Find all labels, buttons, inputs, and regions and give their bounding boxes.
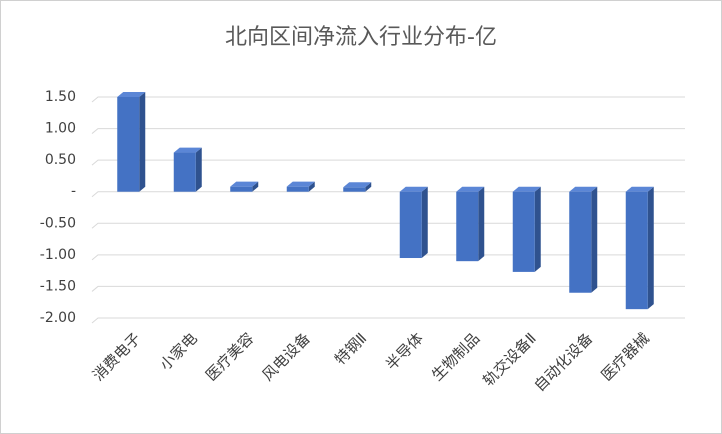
bar bbox=[230, 186, 253, 192]
bar bbox=[399, 191, 422, 259]
y-tick-label: 1.00 bbox=[45, 121, 76, 137]
bar-top bbox=[286, 181, 315, 187]
bar-top bbox=[399, 186, 428, 192]
bar-top bbox=[173, 147, 202, 153]
bar-side bbox=[478, 186, 485, 262]
grid-line bbox=[91, 159, 685, 166]
bar bbox=[625, 191, 648, 310]
bar-side bbox=[195, 147, 202, 192]
grid-line bbox=[91, 96, 685, 103]
chart-title: 北向区间净流入行业分布-亿 bbox=[225, 25, 497, 50]
y-tick-label: -0.50 bbox=[40, 215, 76, 231]
bar bbox=[343, 187, 366, 192]
bar bbox=[456, 191, 479, 262]
grid-line bbox=[91, 317, 685, 324]
bar bbox=[117, 97, 140, 192]
bar-side bbox=[365, 182, 372, 192]
y-tick-label: - bbox=[71, 184, 76, 200]
bar-top bbox=[569, 186, 598, 192]
bar-top bbox=[456, 186, 485, 192]
bar-side bbox=[647, 186, 654, 310]
grid-line bbox=[91, 285, 685, 292]
y-tick-label: 1.50 bbox=[45, 89, 76, 105]
y-tick-label: -2.00 bbox=[40, 310, 76, 326]
bar-top bbox=[625, 186, 654, 192]
grid-line bbox=[91, 191, 685, 198]
grid-line bbox=[91, 128, 685, 134]
grid-line bbox=[91, 222, 685, 229]
bar-side bbox=[591, 186, 598, 293]
bar-side bbox=[139, 92, 146, 192]
y-tick-label: 0.50 bbox=[45, 152, 76, 168]
bar bbox=[569, 191, 592, 293]
y-tick-label: -1.00 bbox=[40, 247, 76, 263]
bar-top bbox=[512, 186, 541, 192]
bar-side bbox=[308, 181, 315, 192]
grid-line bbox=[91, 254, 685, 261]
bar-side bbox=[534, 186, 541, 272]
bar-top bbox=[117, 92, 146, 97]
bar bbox=[512, 191, 535, 272]
bar bbox=[286, 186, 309, 192]
bar-top bbox=[343, 182, 372, 188]
bar-side bbox=[252, 181, 259, 192]
y-tick-label: -1.50 bbox=[40, 278, 76, 294]
bar-side bbox=[421, 186, 428, 259]
bar-top bbox=[230, 181, 259, 187]
bar bbox=[173, 152, 196, 192]
